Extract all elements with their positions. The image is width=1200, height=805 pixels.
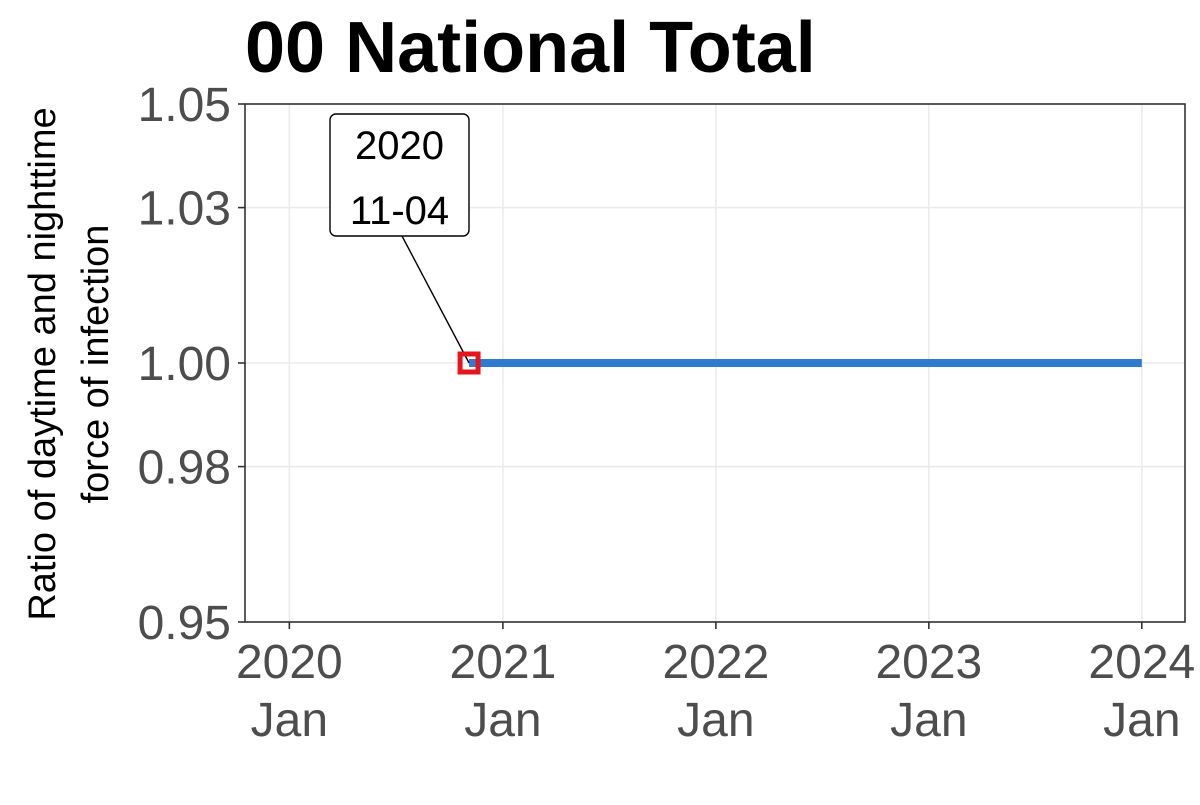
y-axis-label-line-1: Ratio of daytime and nighttime <box>22 107 64 620</box>
y-tick-label: 0.95 <box>138 597 231 650</box>
x-tick-label-month: Jan <box>251 694 328 747</box>
y-axis-label: Ratio of daytime and nighttime force of … <box>22 107 117 620</box>
annotation-label-box <box>329 113 470 237</box>
annotation-label-line-2: 11-04 <box>350 189 449 233</box>
x-tick-label-year: 2021 <box>450 636 557 689</box>
x-tick-label-month: Jan <box>890 694 967 747</box>
annotation-marker <box>457 351 481 375</box>
x-tick-label-year: 2022 <box>662 636 769 689</box>
plot-area: 0.950.981.001.031.052020Jan2021Jan2022Ja… <box>138 79 1196 747</box>
annotation-label-line-1: 2020 <box>355 124 444 168</box>
y-tick-label: 1.05 <box>138 79 231 132</box>
x-tick-label-month: Jan <box>464 694 541 747</box>
annotation-leader-line <box>401 235 470 364</box>
y-tick-label: 0.98 <box>138 442 231 495</box>
x-tick-label-month: Jan <box>677 694 754 747</box>
x-tick-label-year: 2020 <box>236 636 343 689</box>
y-axis-label-line-2: force of infection <box>75 225 117 504</box>
chart-title: 00 National Total <box>245 8 816 88</box>
x-tick-label-year: 2023 <box>875 636 982 689</box>
y-tick-label: 1.00 <box>138 338 231 391</box>
y-tick-label: 1.03 <box>138 183 231 236</box>
x-tick-label-month: Jan <box>1103 694 1180 747</box>
x-tick-label-year: 2024 <box>1088 636 1195 689</box>
